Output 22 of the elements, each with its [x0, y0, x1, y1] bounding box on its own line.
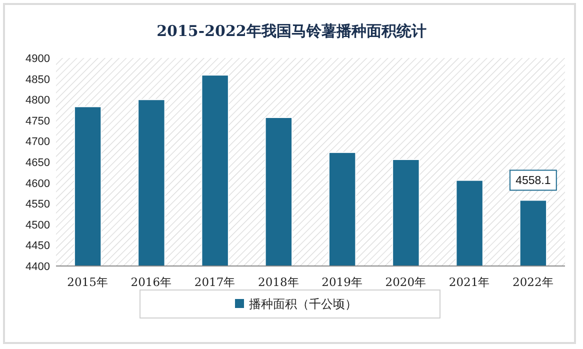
y-tick-label: 4800 — [26, 94, 50, 107]
y-tick-label: 4450 — [26, 240, 50, 252]
x-tick-label: 2015年 — [67, 275, 108, 289]
x-tick-label: 2016年 — [130, 275, 172, 289]
x-tick-label: 2017年 — [194, 275, 236, 289]
y-tick-label: 4500 — [26, 219, 50, 232]
y-tick-label: 4900 — [26, 53, 50, 65]
x-tick-label: 2019年 — [322, 275, 363, 289]
y-tick-label: 4400 — [26, 261, 50, 273]
x-tick-label: 2018年 — [258, 275, 300, 289]
chart-title: 2015-2022年我国马铃薯播种面积统计 — [156, 22, 426, 40]
x-tick-label: 2021年 — [448, 275, 490, 289]
y-tick-label: 4550 — [26, 198, 50, 211]
legend-label: 播种面积（千公顷） — [249, 297, 357, 311]
y-tick-label: 4600 — [26, 178, 50, 190]
x-tick-label: 2022年 — [512, 275, 554, 289]
y-tick-label: 4750 — [26, 115, 50, 128]
y-tick-label: 4850 — [26, 74, 50, 86]
data-label: 4558.1 — [516, 175, 551, 188]
y-tick-label: 4700 — [26, 136, 50, 148]
y-tick-label: 4650 — [26, 157, 50, 169]
x-tick-label: 2020年 — [385, 275, 427, 289]
